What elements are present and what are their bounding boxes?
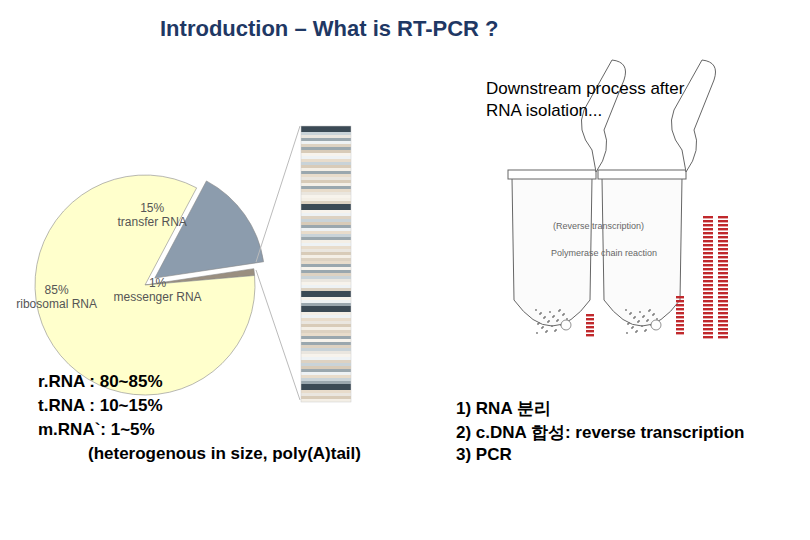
svg-text:1%: 1% (149, 276, 167, 290)
svg-text:85%: 85% (45, 283, 69, 297)
svg-text:Polymerase chain reaction: Polymerase chain reaction (551, 248, 657, 258)
html-text:2) c.DNA 합성: reverse transcrip: 2) c.DNA 합성: reverse transcription (456, 423, 745, 442)
svg-text:messenger RNA: messenger RNA (114, 290, 202, 304)
html-text:1) RNA 분리: 1) RNA 분리 (456, 399, 551, 418)
html-text:(heterogenous in size, poly(A): (heterogenous in size, poly(A)tail) (88, 444, 361, 463)
html-text:3) PCR: 3) PCR (456, 445, 512, 464)
html-text:Introduction – What is RT-PCR: Introduction – What is RT-PCR ? (160, 16, 499, 41)
svg-text:ribosomal RNA: ribosomal RNA (16, 297, 97, 311)
svg-text:15%: 15% (140, 201, 164, 215)
html-text:r.RNA : 80~85%: r.RNA : 80~85% (38, 372, 163, 391)
svg-text:(Reverse transcription): (Reverse transcription) (553, 221, 644, 231)
html-text:t.RNA : 10~15%: t.RNA : 10~15% (38, 396, 163, 415)
html-text:Downstream process after RNA i: Downstream process after RNA isolation..… (486, 79, 685, 120)
svg-text:transfer RNA: transfer RNA (117, 215, 186, 229)
html-text:m.RNA`: 1~5%: m.RNA`: 1~5% (38, 420, 155, 439)
